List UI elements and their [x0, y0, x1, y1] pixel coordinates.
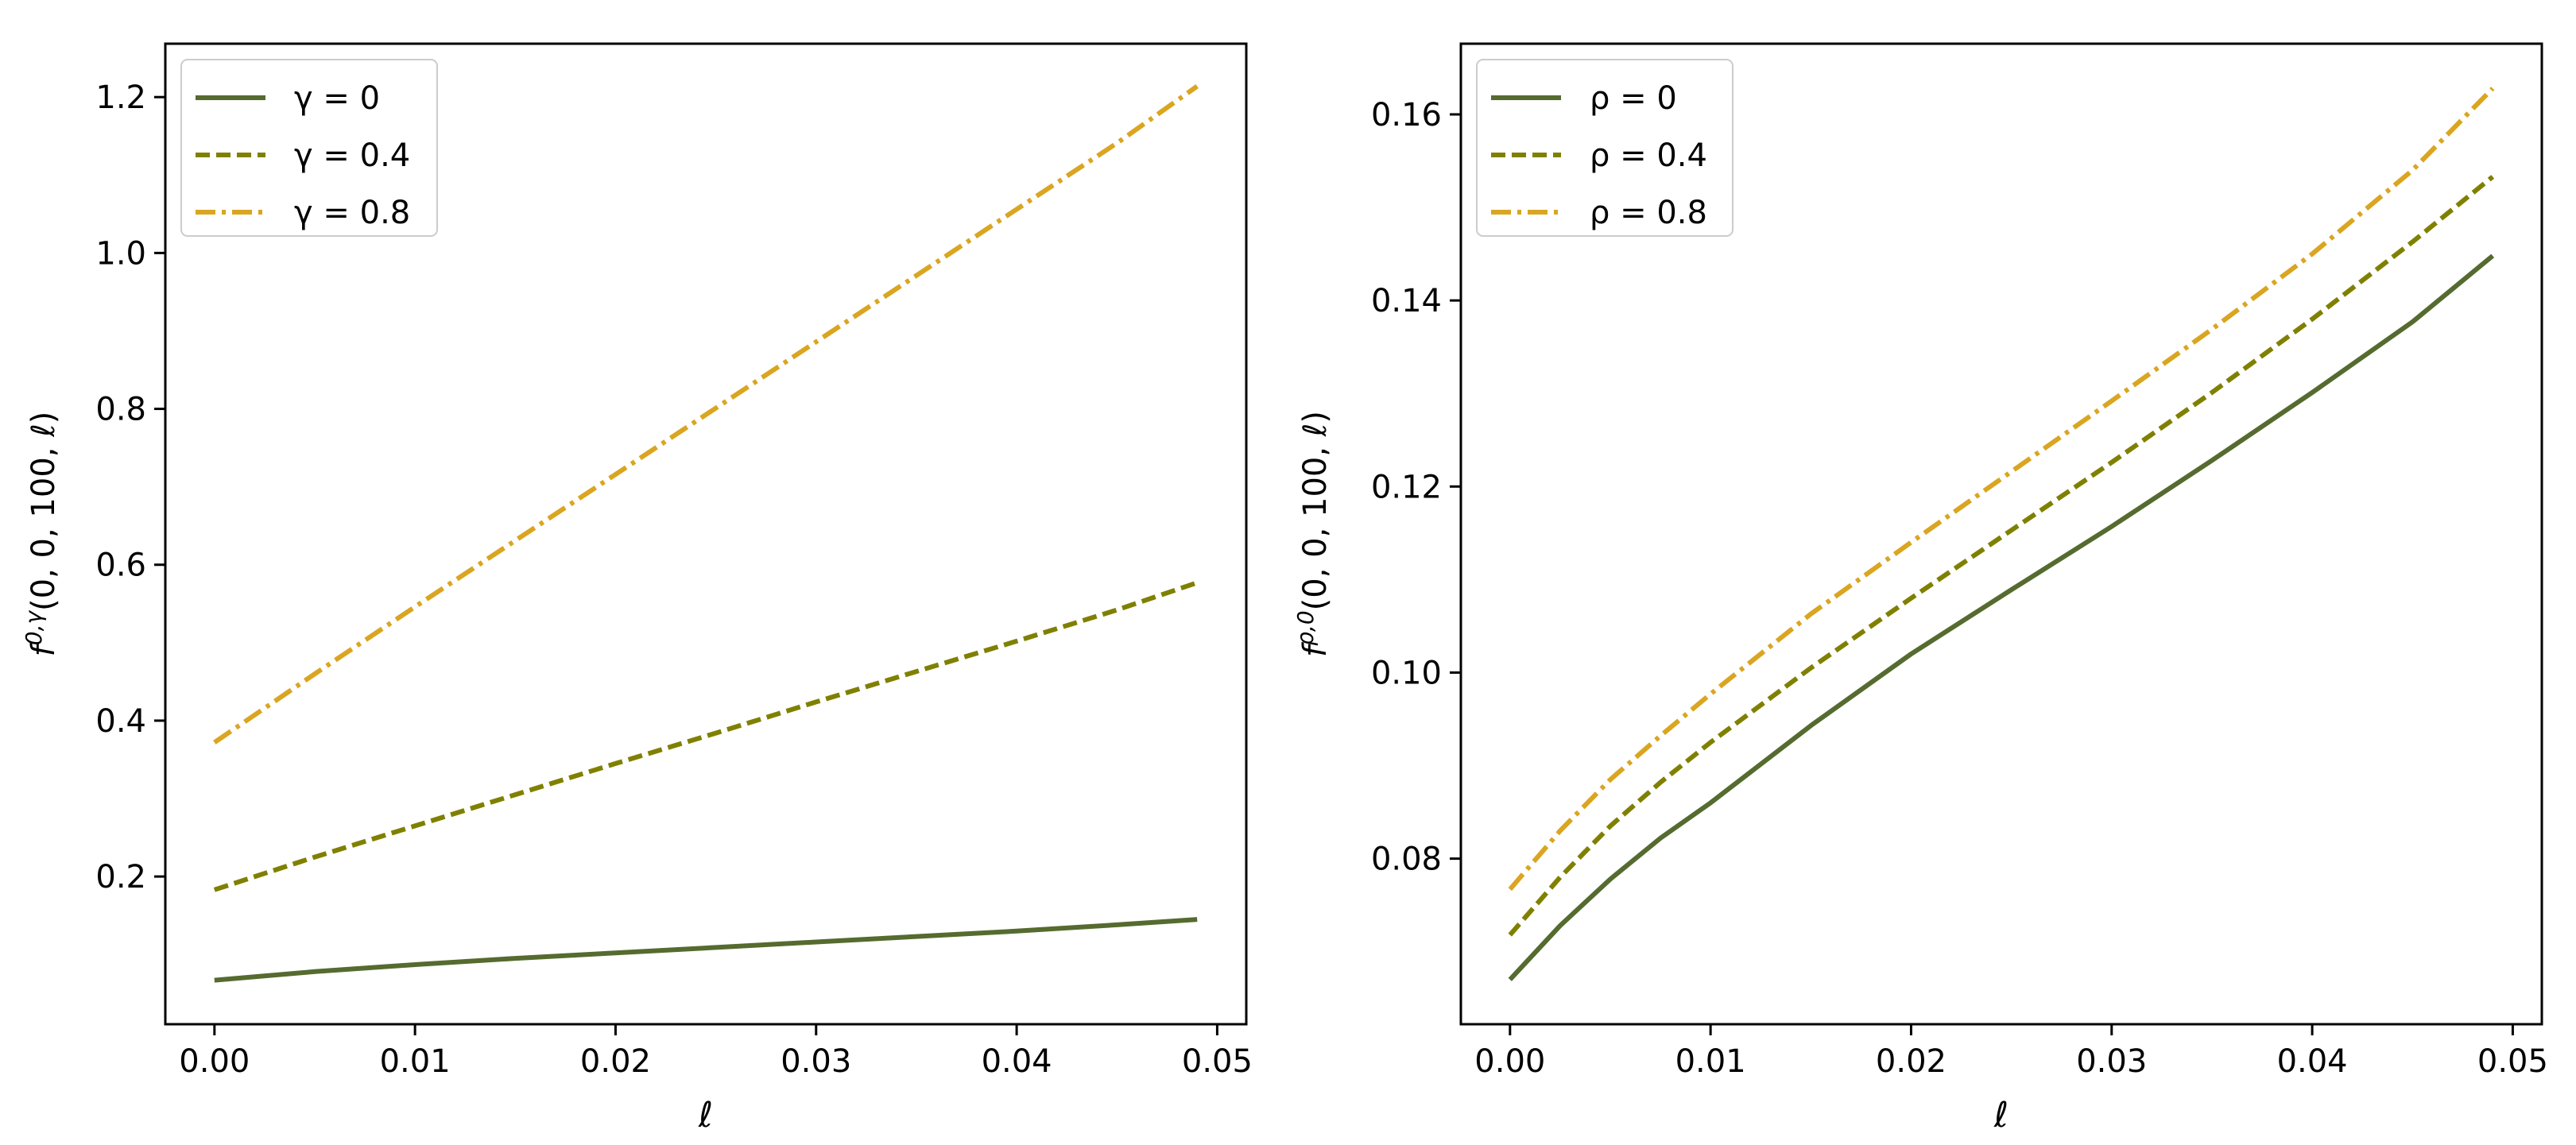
- y-tick-label: 0.12: [1371, 469, 1442, 505]
- y-tick-label: 1.2: [95, 79, 146, 116]
- y-tick-label: 0.10: [1371, 655, 1442, 691]
- series-line-2: [1508, 87, 2495, 892]
- y-tick-label: 0.6: [95, 547, 146, 584]
- series-lines: [1508, 87, 2495, 981]
- series-line-1: [213, 580, 1199, 892]
- legend: γ = 0 γ = 0.4 γ = 0.8: [180, 59, 438, 237]
- x-tick-label: 0.05: [1182, 1043, 1253, 1080]
- x-tick-label: 0.01: [380, 1043, 451, 1080]
- legend-label: γ = 0.8: [294, 195, 410, 231]
- x-tick-label: 0.00: [1474, 1043, 1545, 1080]
- x-axis-label: ℓ: [698, 1095, 713, 1135]
- y-tick-label: 0.14: [1371, 283, 1442, 319]
- legend: ρ = 0 ρ = 0.4 ρ = 0.8: [1476, 59, 1733, 237]
- x-tick-label: 0.02: [580, 1043, 651, 1080]
- y-tick-label: 0.8: [95, 392, 146, 428]
- x-tick-label: 0.02: [1876, 1043, 1947, 1080]
- series-line-2: [213, 84, 1199, 745]
- x-tick-label: 0.05: [2477, 1043, 2548, 1080]
- x-tick-label: 0.03: [2076, 1043, 2147, 1080]
- series-lines: [213, 84, 1199, 983]
- axes-frame: [1459, 42, 2543, 1026]
- axes-frame: [164, 42, 1248, 1026]
- x-tick-label: 0.00: [179, 1043, 250, 1080]
- x-axis-label: ℓ: [1993, 1095, 2009, 1135]
- x-tick-label: 0.04: [2277, 1043, 2348, 1080]
- series-line-0: [214, 917, 1198, 983]
- y-axis-label: f0,γ(0, 0, 100, ℓ): [21, 412, 62, 657]
- series-line-0: [1508, 253, 2495, 981]
- y-tick-label: 0.4: [95, 703, 146, 740]
- y-tick-label: 1.0: [95, 235, 146, 272]
- x-tick-label: 0.01: [1675, 1043, 1746, 1080]
- legend-label: ρ = 0.4: [1590, 137, 1707, 174]
- legend-label: ρ = 0: [1590, 80, 1677, 117]
- y-tick-label: 0.16: [1371, 97, 1442, 133]
- series-line-1: [1508, 175, 2495, 937]
- legend-label: ρ = 0.8: [1590, 195, 1707, 231]
- legend-box: [180, 59, 438, 237]
- left-chart-panel: 0.00 0.01 0.02 0.03 0.04 0.05 0.2 0.4 0.6 0.8 1.0 1…: [21, 42, 1253, 1135]
- y-tick-label: 0.08: [1371, 841, 1442, 878]
- x-tick-label: 0.04: [982, 1043, 1052, 1080]
- right-chart-panel: 0.00 0.01 0.02 0.03 0.04 0.05 0.08 0.10 0.12 0.14…: [1292, 42, 2548, 1135]
- legend-box: [1476, 59, 1733, 237]
- y-tick-label: 0.2: [95, 859, 146, 895]
- x-tick-label: 0.03: [781, 1043, 851, 1080]
- legend-label: γ = 0.4: [294, 137, 410, 174]
- legend-label: γ = 0: [294, 80, 380, 117]
